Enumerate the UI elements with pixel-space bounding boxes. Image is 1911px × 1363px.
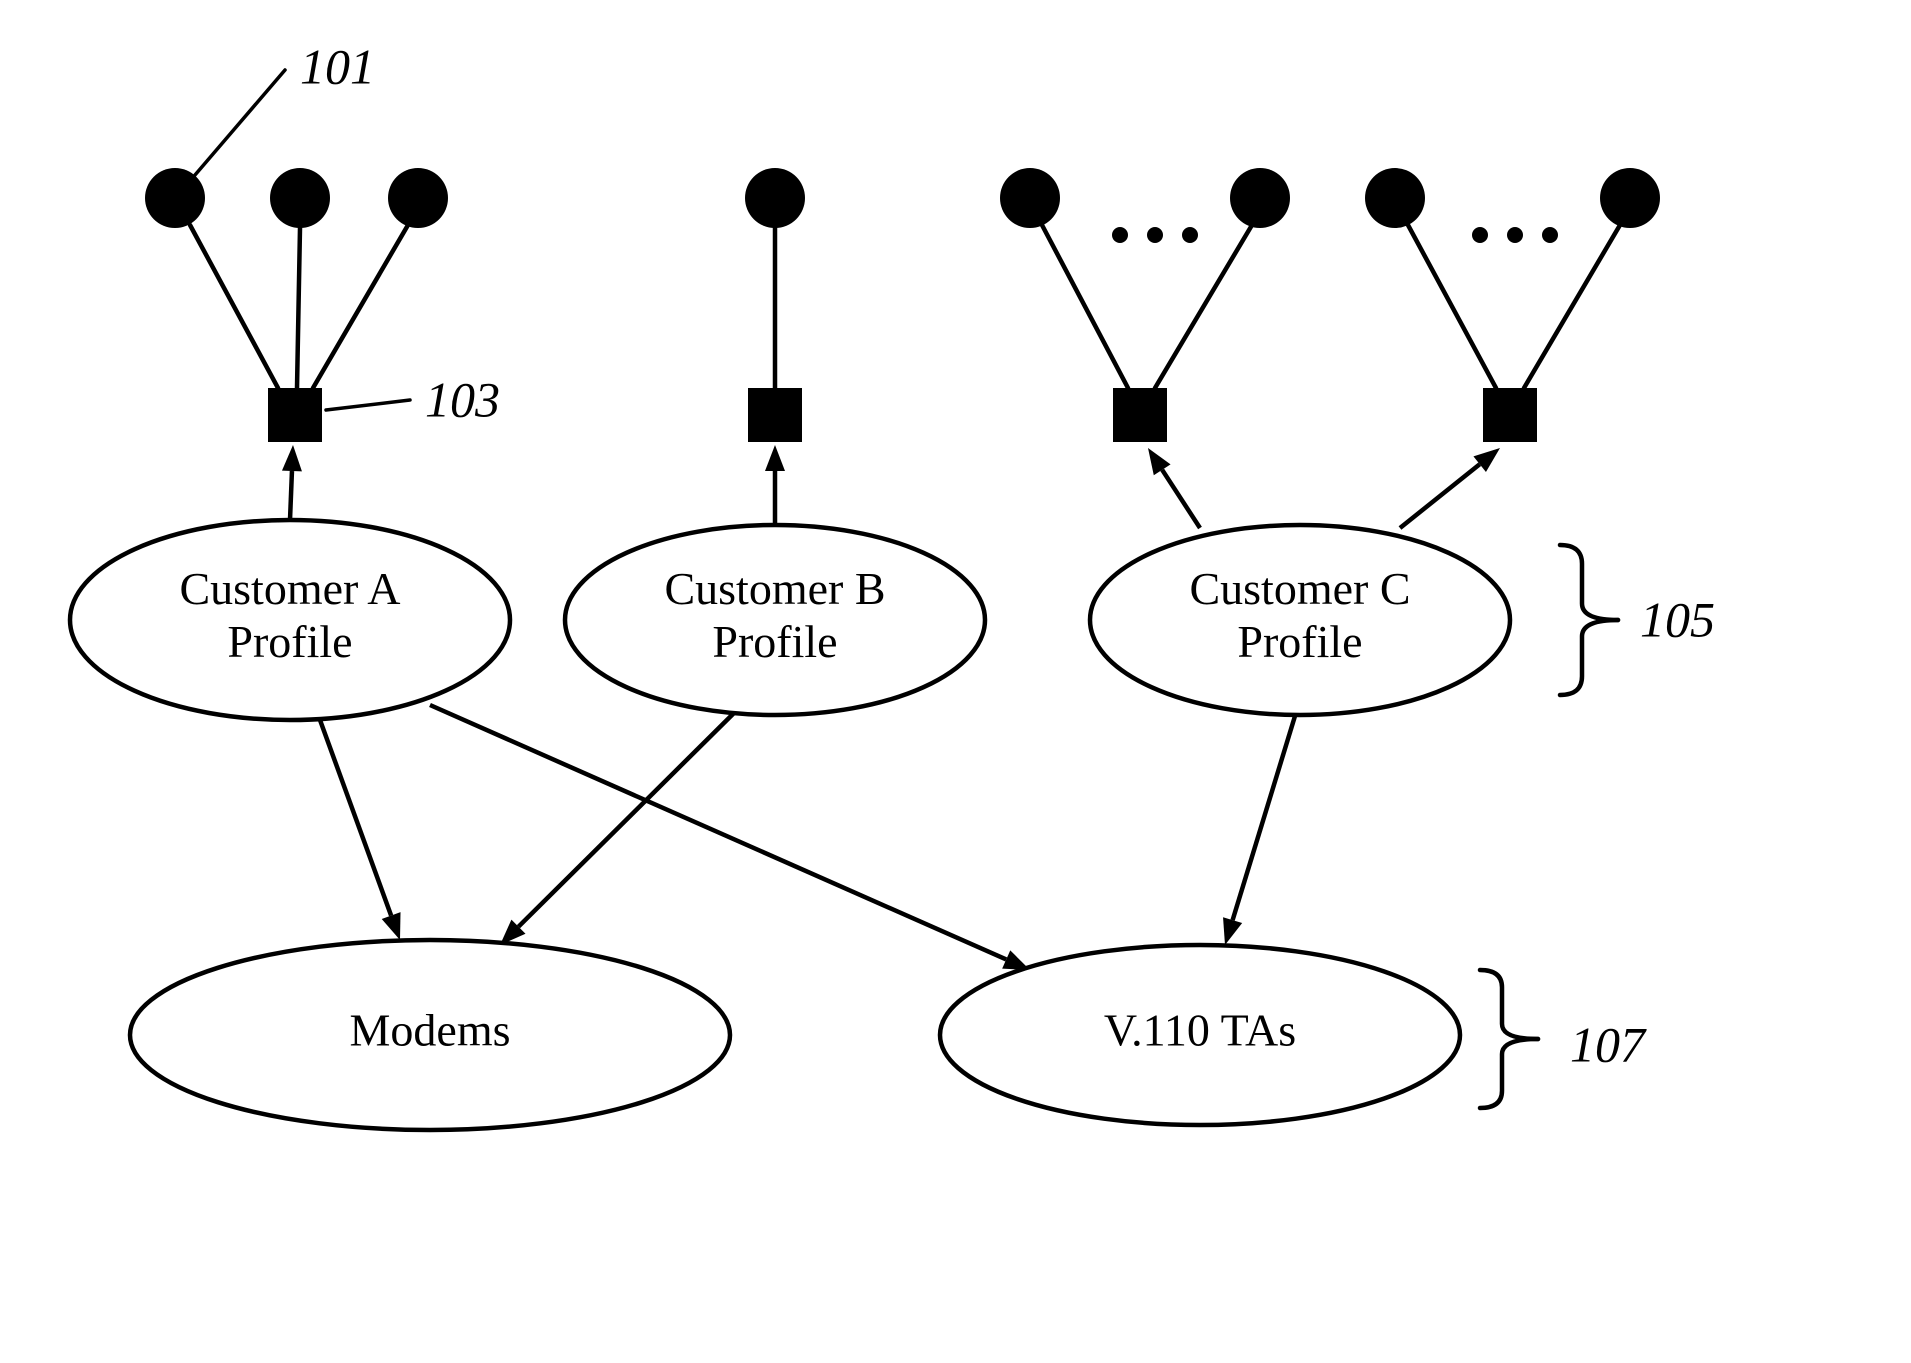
ellipse-label-custC-1: Profile bbox=[1237, 616, 1362, 667]
ellipsis-dot bbox=[1182, 227, 1198, 243]
square-sqC2 bbox=[1483, 388, 1537, 442]
ellipsis-dot bbox=[1542, 227, 1558, 243]
ellipsis-dot bbox=[1112, 227, 1128, 243]
ellipse-label-custA-0: Customer A bbox=[179, 563, 400, 614]
node-circle-b1 bbox=[745, 168, 805, 228]
ref-label-103: 103 bbox=[425, 371, 500, 427]
node-circle-a3 bbox=[388, 168, 448, 228]
ref-label-105: 105 bbox=[1640, 591, 1715, 647]
ellipsis-dot bbox=[1147, 227, 1163, 243]
ellipse-label-custA-1: Profile bbox=[227, 616, 352, 667]
node-circle-c2 bbox=[1230, 168, 1290, 228]
ellipse-label-modems-0: Modems bbox=[350, 1005, 511, 1056]
square-sqB bbox=[748, 388, 802, 442]
arrow-shaft bbox=[290, 471, 292, 520]
ellipsis-dot bbox=[1507, 227, 1523, 243]
ref-label-107: 107 bbox=[1570, 1016, 1647, 1072]
square-sqA bbox=[268, 388, 322, 442]
ref-label-101: 101 bbox=[300, 38, 375, 94]
square-sqC1 bbox=[1113, 388, 1167, 442]
ellipsis-dot bbox=[1472, 227, 1488, 243]
ellipse-label-custB-1: Profile bbox=[712, 616, 837, 667]
node-circle-c1 bbox=[1000, 168, 1060, 228]
ellipse-label-custB-0: Customer B bbox=[664, 563, 885, 614]
node-circle-c3 bbox=[1365, 168, 1425, 228]
ellipse-label-tas-0: V.110 TAs bbox=[1104, 1005, 1296, 1056]
node-circle-c4 bbox=[1600, 168, 1660, 228]
node-circle-a2 bbox=[270, 168, 330, 228]
ellipse-label-custC-0: Customer C bbox=[1189, 563, 1410, 614]
node-circle-a1 bbox=[145, 168, 205, 228]
connector-line bbox=[297, 228, 300, 388]
